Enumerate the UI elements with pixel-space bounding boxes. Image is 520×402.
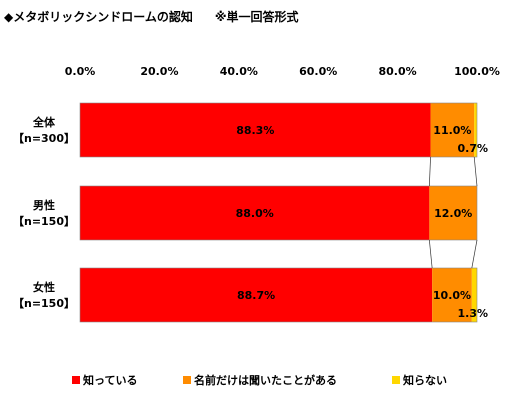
series-connectors [429, 156, 478, 269]
value-label: 1.3% [457, 307, 488, 320]
value-label: 10.0% [433, 289, 471, 302]
tick-label: 0.0% [65, 65, 96, 78]
bar-segment [432, 268, 472, 322]
legend-item: 名前だけは聞いたことがある [183, 372, 337, 388]
bar-outline [79, 102, 478, 158]
bar-segment [430, 103, 475, 157]
category-n-label: 【n=150】 [13, 215, 75, 228]
bar-outline [79, 267, 478, 323]
legend-swatch [392, 376, 400, 384]
bars-group [79, 102, 478, 323]
axis-ticks: 0.0% 20.0% 40.0% 60.0% 80.0% 100.0% [65, 65, 500, 78]
bar-segment [471, 268, 477, 322]
chart-subtitle: ※単一回答形式 [214, 10, 299, 24]
legend-swatch [183, 376, 191, 384]
series-connector [473, 156, 478, 187]
legend-swatch [72, 376, 80, 384]
series-connector [471, 239, 478, 269]
bar-segment [80, 268, 433, 322]
chart-title: ◆メタボリックシンドロームの認知 ※単一回答形式 [4, 8, 299, 25]
legend: 知っている 名前だけは聞いたことがある 知らない [0, 372, 520, 388]
legend-label: 知っている [83, 374, 138, 387]
legend-label: 知らない [403, 374, 447, 387]
value-label: 11.0% [433, 124, 471, 137]
legend-item: 知っている [72, 372, 137, 388]
tick-label: 80.0% [379, 65, 417, 78]
tick-label: 60.0% [299, 65, 337, 78]
legend-item: 知らない [392, 372, 447, 388]
value-label: 88.7% [237, 289, 275, 302]
stacked-bar-chart: 0.0% 20.0% 40.0% 60.0% 80.0% 100.0% 88.3% 11.0… [13, 65, 500, 323]
series-connector [429, 239, 433, 269]
value-label: 88.0% [236, 207, 274, 220]
category-n-label: 【n=300】 [13, 132, 75, 145]
bar-segment [80, 103, 431, 157]
bar-outline [79, 185, 478, 241]
category-label: 男性 [33, 198, 55, 212]
chart-title-text: ◆メタボリックシンドロームの認知 [4, 10, 193, 24]
category-label: 全体 [32, 115, 56, 129]
category-labels: 全体【n=300】男性【n=150】女性【n=150】 [13, 115, 75, 310]
series-connector [429, 156, 431, 187]
category-n-label: 【n=150】 [13, 297, 75, 310]
legend-label: 名前だけは聞いたことがある [194, 374, 337, 387]
value-label: 0.7% [457, 142, 488, 155]
value-labels: 88.3% 11.0% 0.7% 88.0% 12.0% 88.7% 10.0% 1.3% [236, 124, 488, 320]
bar-segment [474, 103, 477, 157]
value-label: 12.0% [434, 207, 472, 220]
value-label: 88.3% [236, 124, 274, 137]
bar-segment [429, 186, 477, 240]
category-label: 女性 [33, 280, 55, 294]
tick-label: 100.0% [454, 65, 500, 78]
bar-segment [80, 186, 430, 240]
tick-label: 40.0% [220, 65, 258, 78]
tick-label: 20.0% [140, 65, 178, 78]
